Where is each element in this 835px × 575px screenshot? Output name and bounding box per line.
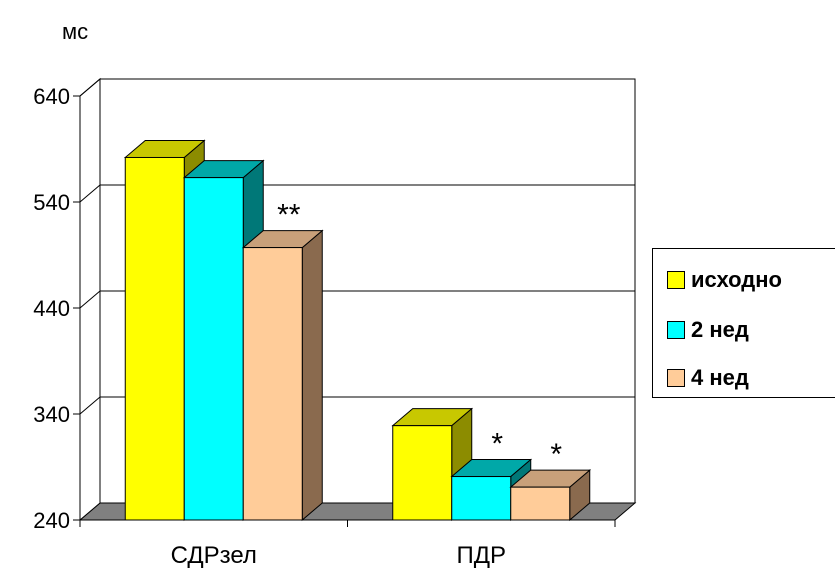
- legend-item-series-1: исходно: [667, 267, 782, 293]
- legend-label-series-3: 4 нед: [691, 365, 749, 390]
- legend-label-series-2: 2 нед: [691, 317, 749, 342]
- y-tick-label: 440: [33, 296, 70, 321]
- y-gridline: [79, 290, 635, 309]
- x-tick-label: ПДР: [456, 542, 506, 569]
- y-axis-label: мс: [62, 19, 88, 44]
- bar: [510, 486, 571, 521]
- bar-side: [301, 229, 323, 522]
- y-gridline: [79, 396, 635, 415]
- y-tick-label: 540: [33, 190, 70, 215]
- bar: [183, 177, 244, 521]
- legend-item-series-3: 4 нед: [667, 365, 749, 391]
- legend-label-series-1: исходно: [691, 267, 782, 292]
- y-gridline: [79, 78, 635, 97]
- y-tick-label: 340: [33, 402, 70, 427]
- bar: [451, 476, 512, 521]
- significance-marker: *: [491, 428, 503, 461]
- bar: [242, 247, 303, 521]
- significance-marker: **: [277, 199, 301, 232]
- legend-swatch-series-1: [667, 271, 685, 289]
- y-tick-label: 640: [33, 84, 70, 109]
- legend: исходно 2 нед 4 нед: [652, 248, 835, 398]
- legend-item-series-2: 2 нед: [667, 317, 749, 343]
- legend-swatch-series-2: [667, 321, 685, 339]
- y-tick-label: 240: [33, 508, 70, 533]
- significance-marker: *: [550, 438, 562, 471]
- y-gridline: [79, 184, 635, 203]
- legend-swatch-series-3: [667, 369, 685, 387]
- bar: [392, 425, 453, 521]
- x-tick-label: СДРзел: [171, 542, 257, 569]
- bar: [124, 156, 185, 521]
